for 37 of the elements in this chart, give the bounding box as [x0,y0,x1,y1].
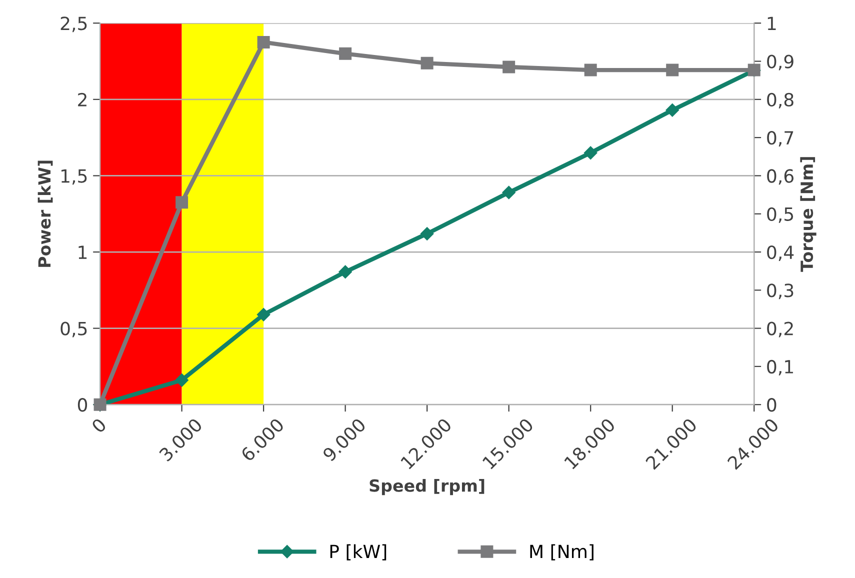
y-tick-label: 1,5 [62,169,87,185]
y2-tick-label: 0,3 [767,284,794,300]
y2-tick-label: 1 [768,16,776,30]
point [339,47,352,60]
y2-tick-label: 0,7 [767,131,794,147]
y2-tick-label: 0,2 [767,322,793,338]
y-axis-title: Power [kW] [38,160,53,267]
point [420,56,434,70]
x-axis-title: Speed [rpm] [370,478,484,496]
point [584,146,598,160]
point [420,227,434,240]
y-tick-label: 0 [78,398,88,412]
point [176,196,188,209]
legend-label: P [kW] [330,544,386,560]
point [338,265,352,278]
x-tick-label: 0 [90,417,107,434]
y2-tick-label: 0,1 [767,360,793,376]
point [502,186,516,200]
y-tick-label: 2 [78,92,86,106]
point [502,60,516,74]
point [666,64,679,76]
y-tick-label: 1 [78,246,87,259]
point [175,374,188,387]
legend-label: M [Nm] [530,544,594,560]
point [257,36,270,48]
y-tick-label: 2,5 [60,16,87,32]
y2-tick-label: 0,6 [767,169,794,185]
point [584,64,597,76]
y2-tick-label: 0 [767,398,776,412]
y-tick-label: 0,5 [60,322,87,338]
y2-tick-label: 0,5 [767,207,794,223]
y2-tick-label: 0,9 [767,54,794,70]
point [666,104,679,117]
point [256,308,270,322]
y2-tick-label: 0,8 [767,92,794,108]
y2-axis-title: Torque [Nm] [800,157,816,272]
y2-tick-label: 0,4 [767,245,794,261]
